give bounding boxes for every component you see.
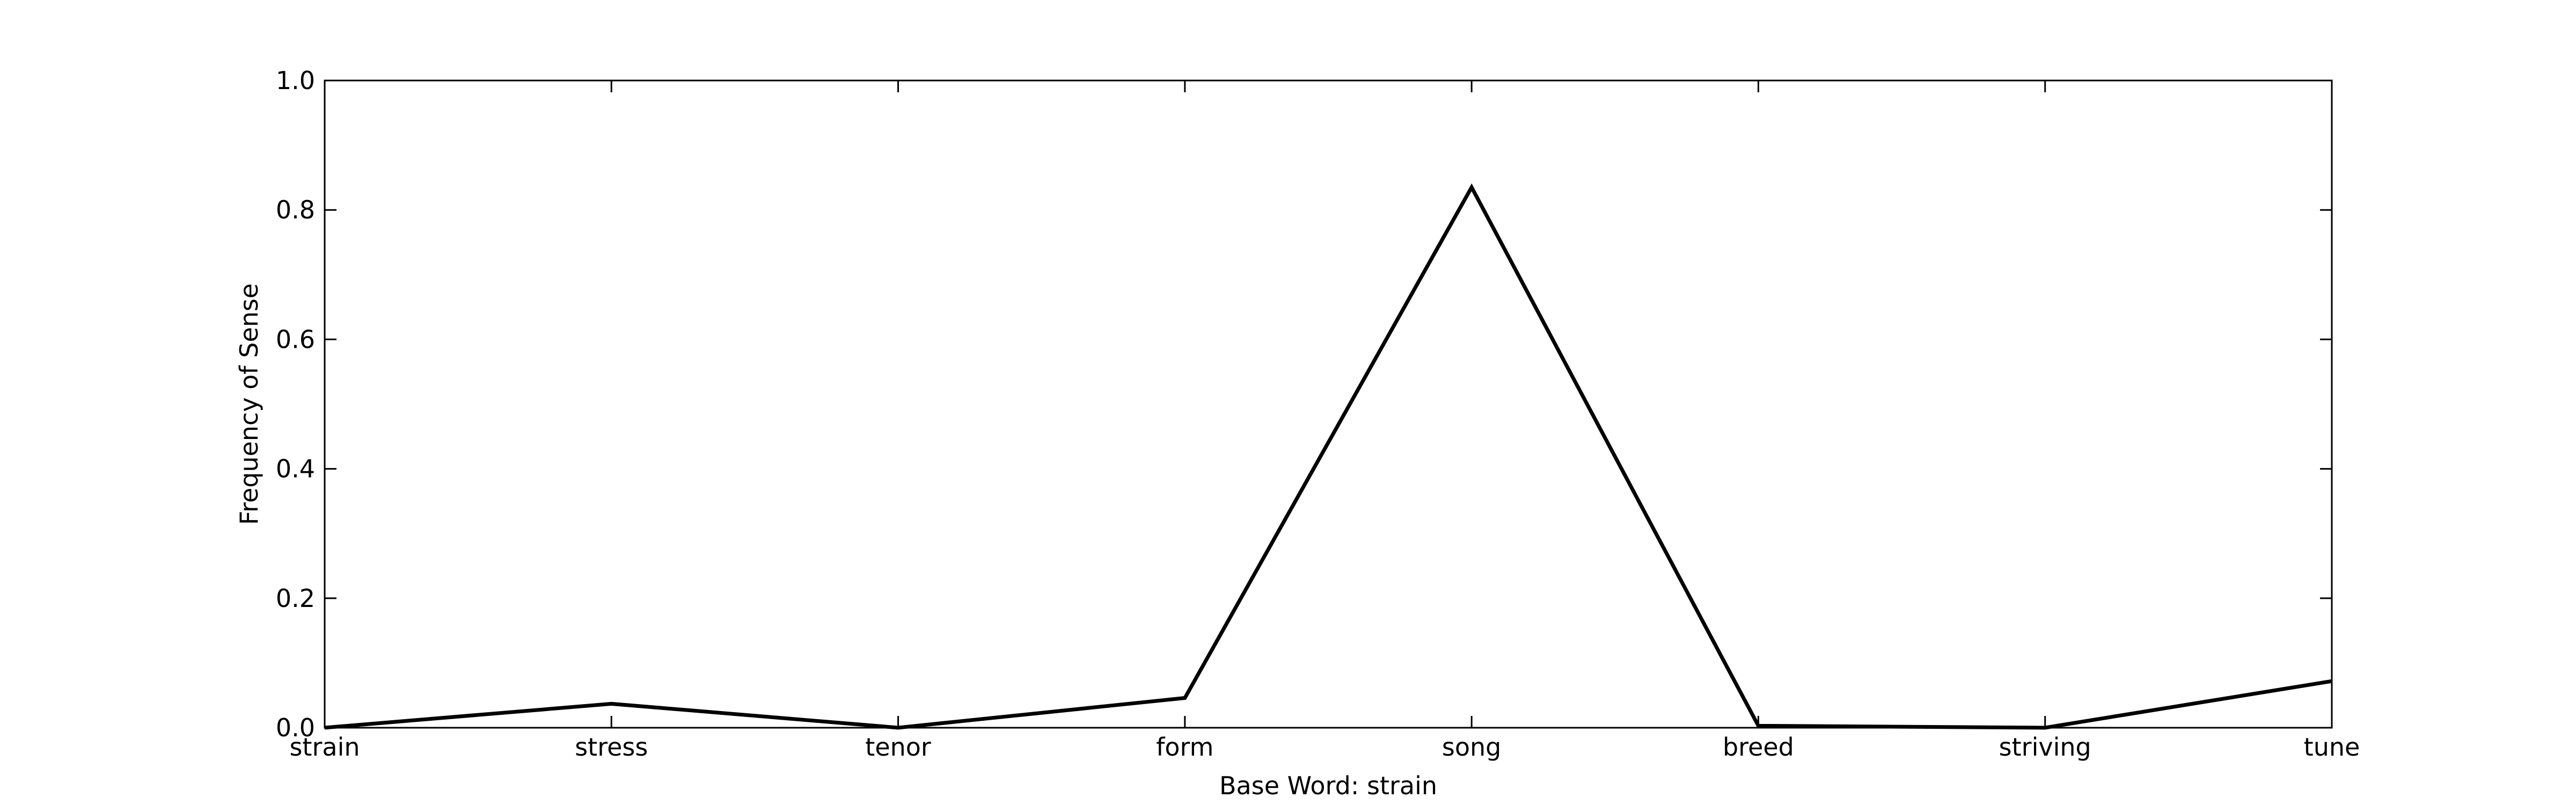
- x-tick-label: breed: [1723, 733, 1794, 762]
- x-tick-label: striving: [1999, 733, 2091, 762]
- x-tick-label: strain: [289, 733, 360, 762]
- y-tick-label: 0.4: [276, 455, 315, 484]
- y-tick-label: 0.8: [276, 195, 315, 224]
- x-tick-label: song: [1442, 733, 1501, 762]
- plot-area: [324, 79, 2333, 729]
- x-axis-label: Base Word: strain: [1219, 771, 1437, 800]
- y-axis-ticks: 0.0 0.2 0.4 0.6 0.8 1.0: [276, 66, 2332, 742]
- y-axis-label: Frequency of Sense: [235, 283, 264, 525]
- y-tick-label: 0.2: [276, 584, 315, 613]
- y-tick-label: 0.0: [276, 713, 315, 742]
- y-tick-label: 1.0: [276, 66, 315, 95]
- x-axis-ticks: strain stress tenor form song breed striving tu…: [289, 80, 2360, 762]
- series-line: [324, 183, 2332, 730]
- x-tick-label: stress: [575, 733, 648, 762]
- x-tick-label: form: [1156, 733, 1213, 762]
- y-tick-label: 0.6: [276, 325, 315, 354]
- x-tick-label: tenor: [865, 733, 931, 762]
- x-tick-label: tune: [2304, 733, 2360, 762]
